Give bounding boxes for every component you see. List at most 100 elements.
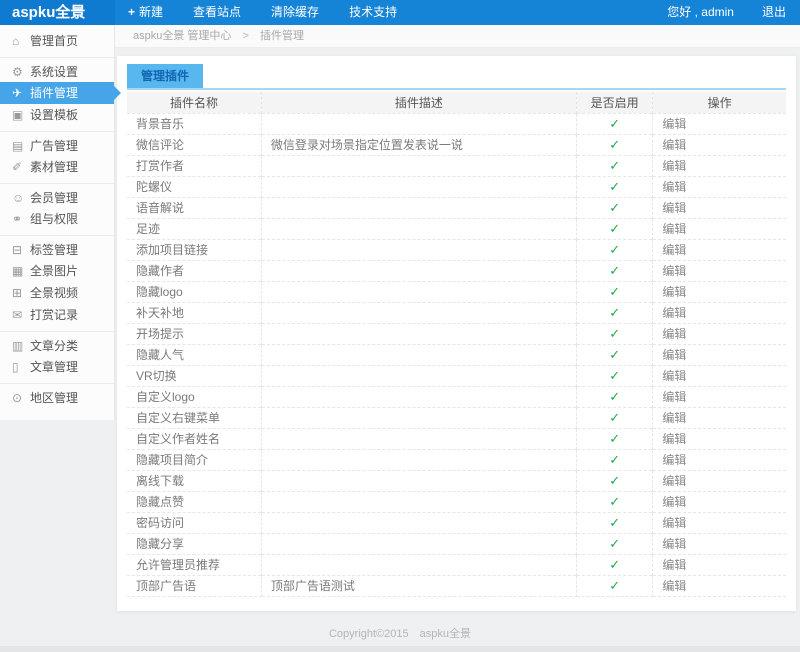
sidebar-item-home[interactable]: ⌂ 管理首页 bbox=[0, 30, 114, 52]
plus-icon: + bbox=[128, 5, 136, 19]
sidebar-item-group-permission[interactable]: ⚭ 组与权限 bbox=[0, 208, 114, 230]
edit-link[interactable]: 编辑 bbox=[662, 390, 687, 404]
plugin-enabled-cell: ✓ bbox=[576, 427, 654, 449]
logout-button[interactable]: 退出 bbox=[761, 5, 786, 19]
plugin-name-cell: VR切换 bbox=[127, 364, 262, 386]
plugin-action-cell: 编辑 bbox=[652, 133, 786, 155]
paper-plane-icon: ✈ bbox=[12, 86, 23, 100]
edit-link[interactable]: 编辑 bbox=[662, 516, 687, 530]
edit-link[interactable]: 编辑 bbox=[662, 369, 687, 383]
plugin-action-cell: 编辑 bbox=[652, 490, 786, 512]
plugin-enabled-cell: ✓ bbox=[576, 196, 654, 218]
sidebar-item-plugin-manage[interactable]: ✈ 插件管理 bbox=[0, 82, 121, 104]
sidebar-item-label: 广告管理 bbox=[30, 139, 79, 153]
sidebar-item-system-settings[interactable]: ⚙ 系统设置 bbox=[0, 57, 114, 82]
plugin-desc-cell bbox=[261, 196, 577, 218]
plugin-enabled-cell: ✓ bbox=[576, 448, 654, 470]
sidebar-item-panorama-image[interactable]: ▦ 全景图片 bbox=[0, 260, 114, 282]
sidebar-item-label: 插件管理 bbox=[30, 86, 79, 100]
edit-link[interactable]: 编辑 bbox=[662, 222, 687, 236]
plugin-action-cell: 编辑 bbox=[652, 553, 786, 575]
breadcrumb-current: 插件管理 bbox=[259, 30, 304, 42]
sidebar-item-ad-manage[interactable]: ▤ 广告管理 bbox=[0, 131, 114, 156]
sidebar-item-article-category[interactable]: ▥ 文章分类 bbox=[0, 331, 114, 356]
plugin-action-cell: 编辑 bbox=[652, 385, 786, 407]
edit-link[interactable]: 编辑 bbox=[662, 327, 687, 341]
sidebar-item-material-manage[interactable]: ✐ 素材管理 bbox=[0, 156, 114, 178]
home-icon: ⌂ bbox=[12, 34, 20, 48]
view-site-button[interactable]: 查看站点 bbox=[176, 0, 254, 25]
edit-link[interactable]: 编辑 bbox=[662, 495, 687, 509]
edit-link[interactable]: 编辑 bbox=[662, 432, 687, 446]
plugin-name-cell: 隐藏点赞 bbox=[127, 490, 262, 512]
sidebar-item-label: 标签管理 bbox=[30, 243, 79, 257]
plugin-desc-cell bbox=[261, 469, 577, 491]
sidebar-item-template-settings[interactable]: ▣ 设置模板 bbox=[0, 104, 114, 126]
col-header-plugin-desc: 插件描述 bbox=[261, 92, 577, 113]
plugin-action-cell: 编辑 bbox=[652, 217, 786, 239]
sidebar-item-article-manage[interactable]: ▯ 文章管理 bbox=[0, 356, 114, 378]
plugin-desc-cell bbox=[261, 322, 577, 344]
tech-support-button[interactable]: 技术支持 bbox=[332, 0, 410, 25]
edit-link[interactable]: 编辑 bbox=[662, 474, 687, 488]
share-nodes-icon: ⚭ bbox=[12, 212, 23, 226]
breadcrumb: aspku全景 管理中心 > 插件管理 bbox=[115, 25, 800, 48]
edit-link[interactable]: 编辑 bbox=[662, 453, 687, 467]
sidebar-item-member-manage[interactable]: ☺ 会员管理 bbox=[0, 183, 114, 208]
edit-link[interactable]: 编辑 bbox=[662, 243, 687, 257]
plugin-desc-cell bbox=[261, 112, 577, 134]
plugin-name-cell: 自定义logo bbox=[127, 385, 262, 407]
sidebar-item-tag-manage[interactable]: ⊟ 标签管理 bbox=[0, 235, 114, 260]
plugin-enabled-cell: ✓ bbox=[576, 238, 654, 260]
edit-link[interactable]: 编辑 bbox=[662, 285, 687, 299]
edit-link[interactable]: 编辑 bbox=[662, 537, 687, 551]
enabled-check-icon: ✓ bbox=[609, 556, 621, 572]
table-row: 顶部广告语 顶部广告语测试 ✓ 编辑 bbox=[127, 574, 786, 597]
edit-link[interactable]: 编辑 bbox=[662, 138, 687, 152]
plugin-enabled-cell: ✓ bbox=[576, 259, 654, 281]
plugin-action-cell: 编辑 bbox=[652, 259, 786, 281]
plugin-enabled-cell: ✓ bbox=[576, 364, 654, 386]
edit-link[interactable]: 编辑 bbox=[662, 117, 687, 131]
breadcrumb-prefix[interactable]: aspku全景 管理中心 bbox=[133, 30, 232, 42]
edit-link[interactable]: 编辑 bbox=[662, 264, 687, 278]
sidebar-item-reward-record[interactable]: ✉ 打赏记录 bbox=[0, 304, 114, 326]
plugin-enabled-cell: ✓ bbox=[576, 343, 654, 365]
sidebar-item-panorama-video[interactable]: ⊞ 全景视频 bbox=[0, 282, 114, 304]
edit-link[interactable]: 编辑 bbox=[662, 306, 687, 320]
edit-link[interactable]: 编辑 bbox=[662, 159, 687, 173]
edit-link[interactable]: 编辑 bbox=[662, 579, 687, 593]
sidebar-item-label: 全景视频 bbox=[30, 286, 79, 300]
plugin-desc-cell bbox=[261, 238, 577, 260]
table-row: 打赏作者 ✓ 编辑 bbox=[127, 154, 786, 176]
topnav-item-label: 清除缓存 bbox=[271, 5, 320, 19]
enabled-check-icon: ✓ bbox=[609, 535, 621, 551]
enabled-check-icon: ✓ bbox=[609, 472, 621, 488]
plugin-desc-cell bbox=[261, 448, 577, 470]
edit-link[interactable]: 编辑 bbox=[662, 180, 687, 194]
plugin-desc-cell: 顶部广告语测试 bbox=[261, 574, 577, 597]
plugin-enabled-cell: ✓ bbox=[576, 511, 654, 533]
table-row: 微信评论 微信登录对场景指定位置发表说一说 ✓ 编辑 bbox=[127, 133, 786, 155]
plugin-name-cell: 添加项目链接 bbox=[127, 238, 262, 260]
link-icon: ✐ bbox=[12, 160, 23, 174]
plugin-action-cell: 编辑 bbox=[652, 532, 786, 554]
table-row: 足迹 ✓ 编辑 bbox=[127, 217, 786, 239]
sidebar-item-label: 管理首页 bbox=[30, 34, 79, 48]
edit-link[interactable]: 编辑 bbox=[662, 201, 687, 215]
topnav-item-label: 新建 bbox=[139, 5, 164, 19]
tab-manage-plugins[interactable]: 管理插件 bbox=[127, 64, 204, 88]
edit-link[interactable]: 编辑 bbox=[662, 558, 687, 572]
table-row: 密码访问 ✓ 编辑 bbox=[127, 511, 786, 533]
sidebar-item-region-manage[interactable]: ⊙ 地区管理 bbox=[0, 383, 114, 408]
new-button[interactable]: + 新建 bbox=[115, 0, 176, 25]
plugin-name-cell: 开场提示 bbox=[127, 322, 262, 344]
edit-link[interactable]: 编辑 bbox=[662, 348, 687, 362]
plugin-name-cell: 隐藏作者 bbox=[127, 259, 262, 281]
plugin-desc-cell bbox=[261, 280, 577, 302]
edit-link[interactable]: 编辑 bbox=[662, 411, 687, 425]
plugin-name-cell: 顶部广告语 bbox=[127, 574, 262, 597]
plugin-name-cell: 离线下载 bbox=[127, 469, 262, 491]
clear-cache-button[interactable]: 清除缓存 bbox=[254, 0, 332, 25]
plugin-action-cell: 编辑 bbox=[652, 511, 786, 533]
